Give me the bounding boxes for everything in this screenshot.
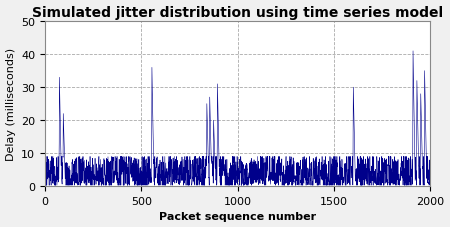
X-axis label: Packet sequence number: Packet sequence number [159, 212, 316, 222]
Y-axis label: Delay (milliseconds): Delay (milliseconds) [5, 48, 16, 160]
Title: Simulated jitter distribution using time series model: Simulated jitter distribution using time… [32, 5, 443, 20]
